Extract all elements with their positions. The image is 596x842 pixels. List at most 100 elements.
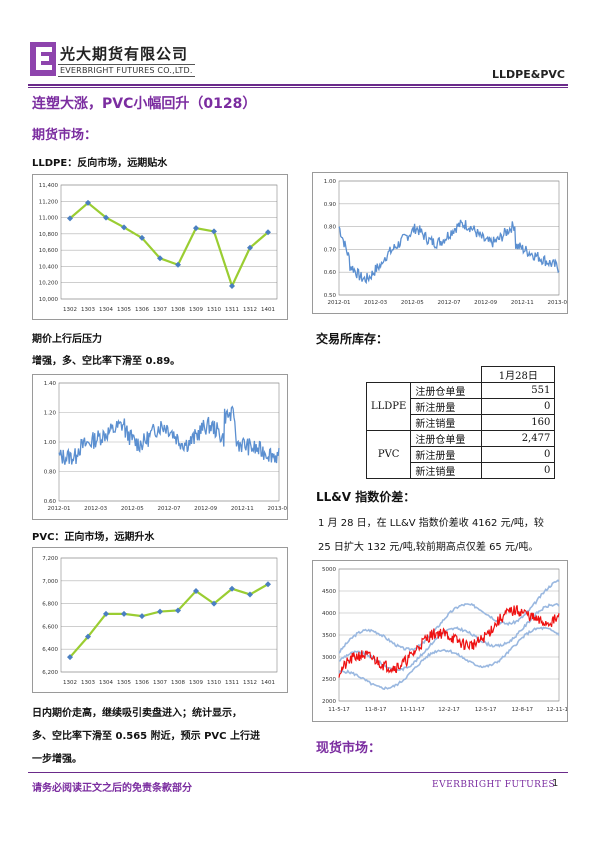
y-tick-label: 1.00: [324, 179, 337, 185]
y-tick-label: 0.70: [324, 247, 337, 253]
data-point: [175, 261, 181, 268]
table-row: 新注册量 0: [367, 446, 556, 463]
data-point: [121, 610, 127, 617]
x-tick-label: 1304: [99, 307, 113, 313]
data-point: [265, 581, 271, 588]
x-tick-label: 2012-03: [84, 506, 107, 512]
x-tick-label: 1305: [117, 680, 131, 686]
x-tick-label: 1306: [135, 680, 149, 686]
footer-disclaimer: 请务必阅读正文之后的免责条款部分: [32, 783, 192, 794]
data-point: [121, 224, 127, 231]
x-tick-label: 2012-11: [231, 506, 254, 512]
x-tick-label: 2012-07: [438, 300, 461, 306]
x-tick-label: 2012-09: [474, 300, 497, 306]
data-point: [157, 255, 163, 262]
inventory-row-value: 0: [481, 462, 556, 479]
spread-line: [338, 605, 560, 678]
x-tick-label: 1312: [243, 307, 257, 313]
x-tick-label: 1304: [99, 680, 113, 686]
y-tick-label: 11,400: [39, 183, 59, 189]
x-tick-label: 11-5-17: [328, 707, 350, 713]
data-point: [229, 585, 235, 592]
inventory-table: 1月28日 LLDPE 注册仓单量 551 新注册量 0 新注销量 160 PV…: [365, 366, 556, 479]
x-tick-label: 1310: [207, 307, 221, 313]
inventory-row-value: 551: [481, 382, 556, 399]
data-point: [229, 282, 235, 289]
x-tick-label: 2012-01: [48, 506, 71, 512]
futures-heading: 期货市场：: [32, 128, 98, 143]
y-tick-label: 4500: [322, 589, 336, 595]
inventory-row-label: 新注销量: [410, 462, 483, 479]
x-tick-label: 1309: [189, 307, 203, 313]
footer-brand: EVERBRIGHT FUTURES: [432, 780, 556, 790]
upper-band-line: [338, 579, 560, 654]
y-tick-label: 1.40: [44, 381, 57, 387]
data-point: [193, 588, 199, 595]
x-tick-label: 12-8-17: [512, 707, 534, 713]
y-tick-label: 11,200: [39, 199, 59, 205]
x-tick-label: 11-8-17: [365, 707, 387, 713]
y-tick-label: 0.50: [324, 293, 337, 299]
section-tag: LLDPE&PVC: [492, 68, 565, 81]
x-tick-label: 12-11-17: [547, 707, 568, 713]
x-tick-label: 1401: [261, 307, 275, 313]
lldpe-note-1: 期价上行后压力: [32, 334, 102, 345]
series-line: [338, 219, 560, 285]
table-row: LLDPE 注册仓单量 551: [365, 382, 556, 431]
y-tick-label: 3500: [322, 633, 336, 639]
spread-para-1: 1 月 28 日，在 LL&V 指数价差收 4162 元/吨，较: [318, 518, 544, 529]
x-tick-label: 1308: [171, 307, 185, 313]
data-point: [67, 215, 73, 222]
data-point: [85, 199, 91, 206]
y-tick-label: 10,000: [39, 297, 59, 303]
x-tick-label: 1311: [225, 680, 239, 686]
table-row: 新注销量 0: [367, 462, 556, 479]
data-point: [211, 228, 217, 235]
spread-chart: 5000 4500 4000 3500 3000 2500 2000 11-5-17 11-8-…: [312, 560, 568, 722]
y-tick-label: 6,400: [42, 647, 58, 653]
x-tick-label: 1306: [135, 307, 149, 313]
x-tick-label: 1311: [225, 307, 239, 313]
x-tick-label: 2012-05: [401, 300, 424, 306]
x-tick-label: 2012-09: [194, 506, 217, 512]
plot-frame: [338, 180, 560, 296]
data-point: [175, 607, 181, 614]
x-tick-label: 1303: [81, 307, 95, 313]
x-tick-label: 1305: [117, 307, 131, 313]
y-tick-label: 0.80: [44, 470, 57, 476]
pvc-para-1: 日内期价走高，继续吸引卖盘进入；统计显示，: [32, 708, 242, 719]
y-tick-label: 6,200: [42, 670, 58, 676]
x-tick-label: 2012-11: [511, 300, 534, 306]
x-tick-label: 2012-07: [158, 506, 181, 512]
x-tick-label: 1307: [153, 680, 167, 686]
header-divider: [28, 84, 568, 86]
plot-frame: [60, 557, 278, 673]
plot-frame: [58, 382, 280, 502]
inventory-row-value: 160: [481, 414, 556, 431]
lldpe-note-2: 增强，多、空比率下滑至 0.89。: [32, 356, 181, 367]
inventory-heading: 交易所库存：: [316, 332, 389, 346]
company-logo-icon: [30, 42, 56, 76]
x-tick-label: 1303: [81, 680, 95, 686]
footer-divider: [28, 772, 568, 773]
data-point: [67, 654, 73, 661]
data-point: [157, 608, 163, 615]
y-tick-label: 4000: [322, 611, 336, 617]
x-tick-label: 1302: [63, 680, 77, 686]
data-point: [247, 244, 253, 251]
y-tick-label: 10,200: [39, 281, 59, 287]
y-tick-label: 7,200: [42, 556, 58, 562]
x-tick-label: 2012-01: [328, 300, 351, 306]
y-tick-label: 2500: [322, 677, 336, 683]
inventory-row-label: 新注销量: [410, 414, 483, 431]
data-point: [193, 225, 199, 232]
header-divider-thin: [28, 87, 568, 88]
pvc-contract-chart: 7,200 7,000 6,800 6,600 6,400 6,200 1302 1303 13…: [32, 547, 288, 693]
data-point: [103, 610, 109, 617]
inventory-row-label: 注册仓单量: [410, 382, 483, 399]
inventory-row-label: 注册仓单量: [410, 430, 483, 447]
inventory-row-value: 0: [481, 398, 556, 415]
series-line: [69, 583, 269, 658]
spot-heading: 现货市场：: [316, 741, 382, 756]
